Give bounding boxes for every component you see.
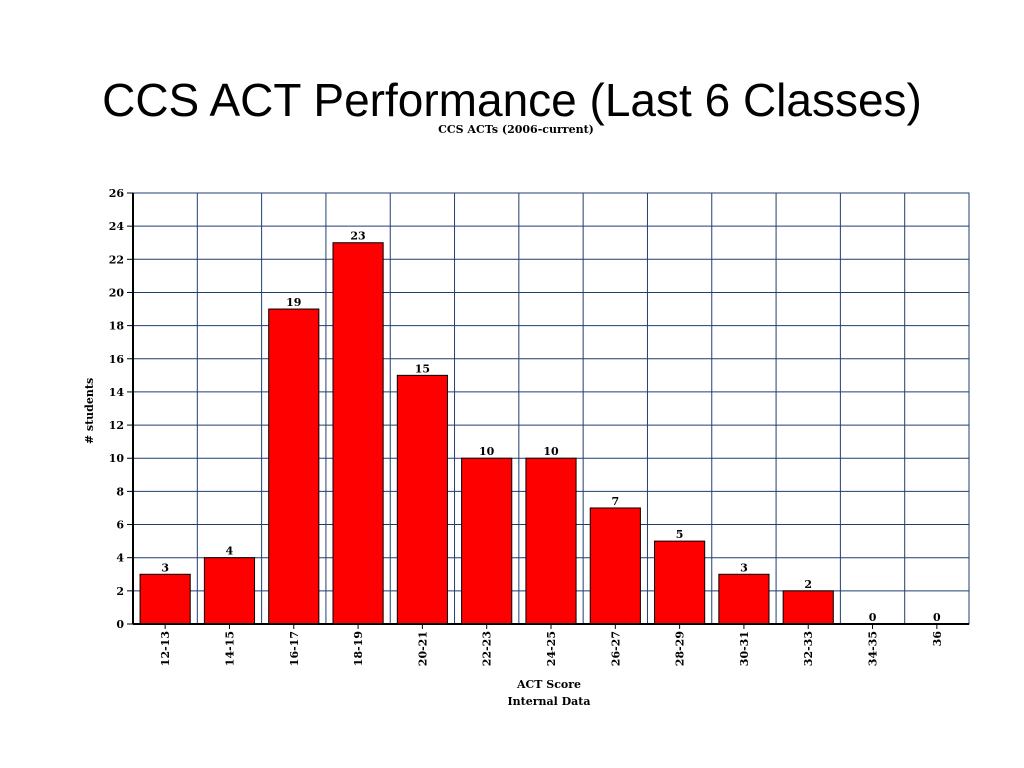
y-tick-label: 2 (116, 585, 124, 598)
value-label: 23 (350, 230, 365, 243)
y-tick-label: 16 (109, 353, 125, 366)
x-tick-label: 28-29 (674, 631, 687, 666)
value-label: 10 (543, 445, 559, 458)
value-label: 10 (479, 445, 495, 458)
caption: Internal Data (507, 695, 590, 708)
y-tick-label: 14 (109, 386, 125, 399)
bar (203, 557, 256, 625)
y-tick-label: 26 (109, 187, 125, 200)
slide-title: CCS ACT Performance (Last 6 Classes) (102, 74, 922, 126)
y-tick-label: 18 (109, 320, 125, 333)
x-tick-label: 34-35 (867, 631, 880, 666)
x-tick-label: 20-21 (416, 631, 429, 666)
x-tick-label: 26-27 (609, 631, 622, 666)
x-tick-label: 24-25 (545, 631, 558, 666)
bar (332, 242, 384, 625)
x-tick-label: 22-23 (481, 631, 494, 666)
value-label: 3 (740, 561, 748, 574)
value-label: 19 (286, 296, 301, 309)
y-tick-label: 6 (116, 519, 124, 532)
chart-title: CCS ACTs (2006-current) (438, 123, 594, 136)
bar (268, 308, 320, 625)
x-axis-label: ACT Score (516, 678, 581, 691)
bar (396, 374, 448, 625)
value-label: 0 (933, 611, 941, 624)
x-tick-label: 30-31 (738, 631, 751, 666)
y-tick-label: 22 (109, 253, 124, 266)
y-tick-label: 10 (109, 452, 125, 465)
y-tick-label: 4 (116, 552, 124, 565)
bar (461, 457, 513, 625)
bar (589, 507, 641, 625)
bar (525, 457, 577, 625)
x-tick-label: 16-17 (288, 631, 301, 666)
y-tick-label: 0 (116, 618, 124, 631)
value-label: 7 (611, 495, 619, 508)
y-tick-label: 20 (109, 286, 125, 299)
x-tick-label: 12-13 (159, 631, 172, 666)
value-label: 4 (226, 545, 234, 558)
bar (654, 540, 706, 625)
y-tick-label: 12 (109, 419, 124, 432)
bar (139, 573, 191, 625)
value-label: 15 (415, 362, 430, 375)
y-tick-label: 24 (109, 220, 125, 233)
x-tick-label: 18-19 (352, 631, 365, 666)
value-label: 5 (676, 528, 684, 541)
bar (782, 590, 834, 625)
y-tick-label: 8 (116, 485, 124, 498)
bar (718, 573, 770, 625)
x-tick-label: 36 (931, 631, 944, 647)
value-label: 3 (161, 561, 169, 574)
y-axis-label: # students (83, 378, 96, 444)
x-tick-label: 14-15 (223, 631, 236, 666)
value-label: 2 (804, 578, 812, 591)
x-tick-label: 32-33 (802, 631, 815, 666)
value-label: 0 (869, 611, 877, 624)
